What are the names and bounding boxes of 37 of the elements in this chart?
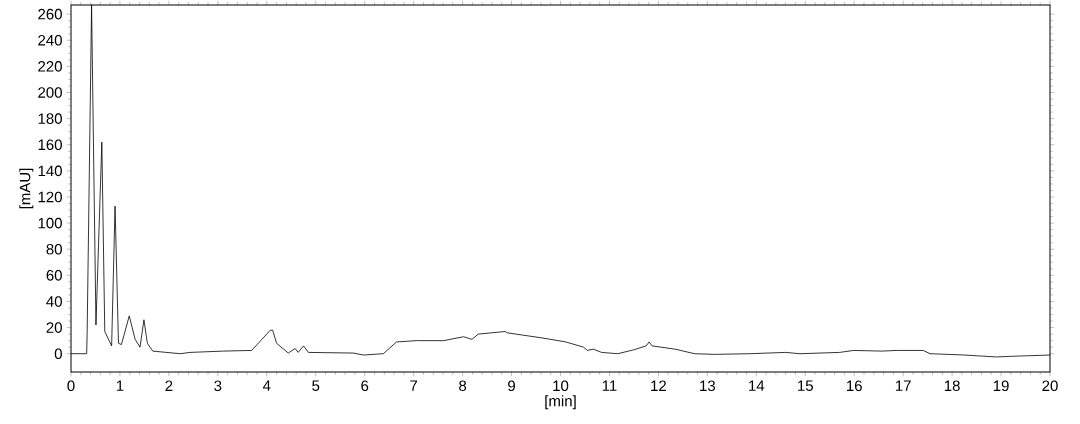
x-tick-label: 3 bbox=[214, 380, 222, 392]
x-tick-label: 7 bbox=[410, 380, 418, 391]
x-tick-label: 13 bbox=[700, 380, 716, 392]
y-tick-label: 80 bbox=[46, 243, 62, 255]
x-axis-title: [min] bbox=[545, 395, 576, 410]
y-tick-label: 60 bbox=[46, 270, 62, 281]
y-tick-label: 140 bbox=[38, 165, 62, 177]
x-tick-label: 18 bbox=[944, 380, 960, 392]
x-tick-label: 9 bbox=[508, 380, 515, 392]
x-tick-label: 14 bbox=[749, 380, 765, 391]
x-tick-label: 15 bbox=[798, 380, 813, 391]
x-tick-label: 6 bbox=[361, 380, 369, 392]
x-tick-label: 20 bbox=[1042, 380, 1058, 392]
x-tick-label: 4 bbox=[262, 380, 271, 391]
y-tick-label: 220 bbox=[38, 61, 62, 72]
y-tick-label: 260 bbox=[38, 8, 62, 20]
y-tick-label: 0 bbox=[54, 348, 62, 360]
x-tick-label: 5 bbox=[312, 380, 320, 391]
y-tick-label: 120 bbox=[38, 191, 62, 203]
y-tick-label: 20 bbox=[46, 322, 62, 333]
y-tick-label: 240 bbox=[38, 34, 62, 46]
x-tick-label: 10 bbox=[553, 380, 569, 392]
x-tick-label: 11 bbox=[602, 380, 617, 391]
x-tick-label: 19 bbox=[993, 380, 1009, 392]
y-tick-label: 100 bbox=[38, 217, 62, 229]
x-tick-label: 1 bbox=[116, 380, 124, 391]
y-tick-label: 40 bbox=[46, 296, 62, 307]
y-tick-label: 180 bbox=[38, 113, 62, 124]
y-tick-label: 160 bbox=[38, 139, 62, 151]
x-tick-label: 8 bbox=[459, 380, 467, 392]
y-tick-label: 200 bbox=[38, 87, 62, 98]
x-tick-label: 0 bbox=[67, 380, 75, 392]
x-tick-label: 12 bbox=[651, 380, 666, 391]
x-tick-label: 2 bbox=[165, 380, 173, 391]
y-axis-title: [mAU] bbox=[19, 168, 34, 209]
x-tick-label: 16 bbox=[847, 380, 862, 392]
x-tick-label: 17 bbox=[895, 380, 911, 391]
